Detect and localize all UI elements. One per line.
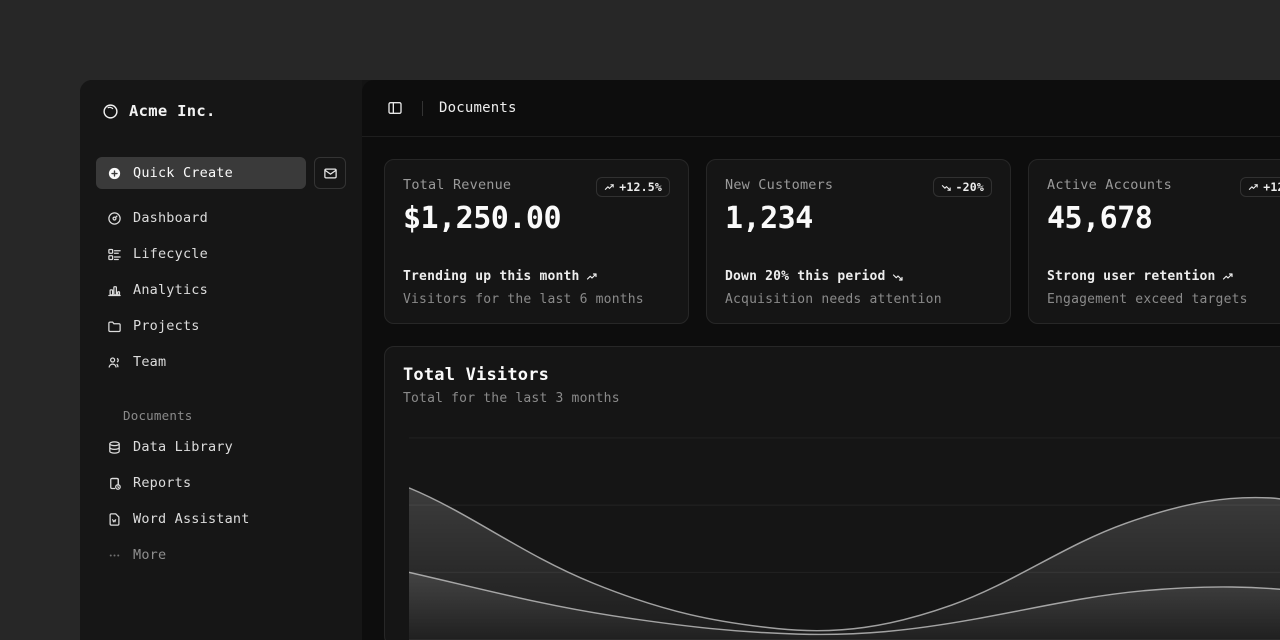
database-icon bbox=[107, 440, 122, 455]
stat-card-new-customers[interactable]: New Customers -20% 1,234 Down 20% thi bbox=[706, 159, 1011, 324]
folder-icon bbox=[107, 319, 122, 334]
sidebar-group-label: Documents bbox=[123, 408, 193, 423]
users-icon bbox=[107, 355, 122, 370]
circle-plus-icon bbox=[107, 166, 122, 181]
list-details-icon bbox=[107, 247, 122, 262]
app-window: Acme Inc. Quick Create bbox=[80, 80, 1280, 640]
chart-plot-area bbox=[409, 427, 1280, 640]
topbar-divider bbox=[422, 100, 423, 116]
sidebar-item-dashboard[interactable]: Dashboard bbox=[96, 200, 346, 236]
sidebar-item-label: Lifecycle bbox=[133, 246, 208, 262]
chart-subtitle: Total for the last 3 months bbox=[403, 391, 620, 406]
card-head: New Customers -20% bbox=[725, 177, 992, 197]
sidebar-item-label: More bbox=[133, 547, 167, 563]
stat-cards: Total Revenue +12.5% $1,250.00 Trendi bbox=[384, 159, 1280, 324]
trending-down-icon bbox=[941, 184, 951, 191]
brand[interactable]: Acme Inc. bbox=[80, 80, 362, 142]
card-head: Active Accounts +12.5% bbox=[1047, 177, 1280, 197]
card-trend-text: Down 20% this period bbox=[725, 269, 886, 284]
card-trend: Trending up this month bbox=[403, 269, 644, 284]
content-panel: Documents Total Revenue +12.5% bbox=[362, 80, 1280, 640]
scroll-area: Total Revenue +12.5% $1,250.00 Trendi bbox=[362, 137, 1280, 640]
card-trend-text: Strong user retention bbox=[1047, 269, 1216, 284]
sidebar-item-label: Analytics bbox=[133, 282, 208, 298]
chart-title: Total Visitors bbox=[403, 365, 550, 385]
status-badge: +12.5% bbox=[596, 177, 670, 197]
sidebar-item-data-library[interactable]: Data Library bbox=[96, 429, 346, 465]
clipboard-clock-icon bbox=[107, 476, 122, 491]
card-value: $1,250.00 bbox=[403, 201, 562, 236]
card-foot: Strong user retention Engagement exceed … bbox=[1047, 269, 1248, 307]
quick-create-row: Quick Create bbox=[80, 157, 362, 189]
chart-titles: Total Visitors Total for the last 3 mont… bbox=[403, 365, 620, 406]
trending-up-icon bbox=[605, 183, 614, 190]
ellipsis-icon bbox=[107, 548, 122, 563]
trending-up-icon bbox=[1249, 183, 1258, 190]
card-foot: Trending up this month Visitors for the … bbox=[403, 269, 644, 307]
sidebar-toggle-icon bbox=[388, 102, 402, 114]
bar-chart-icon bbox=[107, 283, 122, 298]
quick-create-button[interactable]: Quick Create bbox=[96, 157, 306, 189]
chart-card-total-visitors: Total Visitors Total for the last 3 mont… bbox=[384, 346, 1280, 640]
card-value: 1,234 bbox=[725, 201, 813, 236]
file-word-icon bbox=[107, 512, 122, 527]
topbar: Documents bbox=[362, 80, 1280, 137]
badge-value: +12.5% bbox=[619, 180, 662, 194]
card-trend: Strong user retention bbox=[1047, 269, 1248, 284]
trending-up-icon bbox=[586, 272, 597, 280]
card-label: Total Revenue bbox=[403, 177, 512, 193]
card-head: Total Revenue +12.5% bbox=[403, 177, 670, 197]
sidebar-item-label: Reports bbox=[133, 475, 192, 491]
stat-card-total-revenue[interactable]: Total Revenue +12.5% $1,250.00 Trendi bbox=[384, 159, 689, 324]
sidebar-item-label: Projects bbox=[133, 318, 200, 334]
sidebar-nav: Dashboard Lifecycle bbox=[80, 200, 362, 573]
chart-series-visitors-line bbox=[409, 487, 1280, 632]
card-value: 45,678 bbox=[1047, 201, 1153, 236]
card-subtitle: Visitors for the last 6 months bbox=[403, 292, 644, 307]
circle-logo-icon bbox=[102, 103, 119, 120]
card-subtitle: Acquisition needs attention bbox=[725, 292, 942, 307]
brand-name: Acme Inc. bbox=[129, 102, 216, 120]
status-badge: -20% bbox=[932, 177, 992, 197]
chart-series-baseline-line bbox=[409, 571, 1280, 636]
card-foot: Down 20% this period Acquisition needs a… bbox=[725, 269, 942, 307]
sidebar: Acme Inc. Quick Create bbox=[80, 80, 362, 640]
sidebar-item-label: Word Assistant bbox=[133, 511, 250, 527]
sidebar-item-label: Dashboard bbox=[133, 210, 208, 226]
sidebar-item-analytics[interactable]: Analytics bbox=[96, 272, 346, 308]
sidebar-item-word-assistant[interactable]: Word Assistant bbox=[96, 501, 346, 537]
mail-icon bbox=[323, 168, 337, 178]
visitors-area-chart bbox=[409, 437, 1280, 640]
sidebar-toggle-button[interactable] bbox=[382, 95, 408, 121]
sidebar-item-projects[interactable]: Projects bbox=[96, 308, 346, 344]
card-trend: Down 20% this period bbox=[725, 269, 942, 284]
chart-head: Total Visitors Total for the last 3 mont… bbox=[385, 347, 1280, 406]
chart-series-baseline-area bbox=[409, 572, 1280, 640]
page-title: Documents bbox=[439, 100, 517, 116]
trending-down-icon bbox=[892, 273, 903, 281]
sidebar-item-reports[interactable]: Reports bbox=[96, 465, 346, 501]
status-badge: +12.5% bbox=[1240, 177, 1280, 197]
sidebar-item-more[interactable]: More bbox=[96, 537, 346, 573]
sidebar-item-label: Data Library bbox=[133, 439, 233, 455]
card-subtitle: Engagement exceed targets bbox=[1047, 292, 1248, 307]
card-label: New Customers bbox=[725, 177, 834, 193]
dashboard-gauge-icon bbox=[107, 211, 122, 226]
card-label: Active Accounts bbox=[1047, 177, 1172, 193]
badge-value: +12.5% bbox=[1263, 180, 1280, 194]
stat-card-active-accounts[interactable]: Active Accounts +12.5% 45,678 Strong bbox=[1028, 159, 1280, 324]
sidebar-item-team[interactable]: Team bbox=[96, 344, 346, 380]
badge-value: -20% bbox=[955, 180, 984, 194]
quick-create-label: Quick Create bbox=[133, 165, 233, 181]
mail-button[interactable] bbox=[314, 157, 346, 189]
trending-up-icon bbox=[1222, 272, 1233, 280]
sidebar-item-label: Team bbox=[133, 354, 167, 370]
sidebar-item-lifecycle[interactable]: Lifecycle bbox=[96, 236, 346, 272]
card-trend-text: Trending up this month bbox=[403, 269, 580, 284]
